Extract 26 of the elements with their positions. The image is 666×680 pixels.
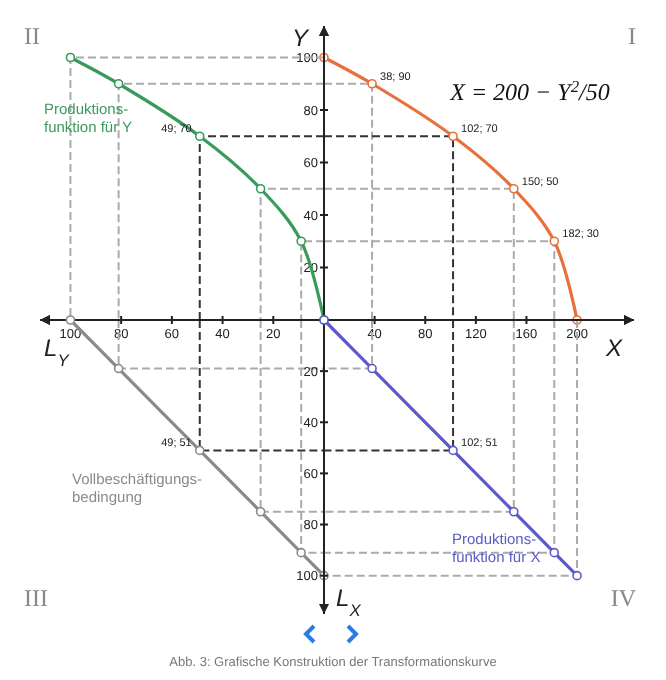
point (367, 363, 377, 374)
point (113, 363, 124, 374)
point (194, 131, 205, 142)
y-axis-title: Y (291, 24, 310, 52)
point (194, 445, 205, 456)
point (296, 236, 306, 247)
point (113, 78, 124, 89)
annotation: I (628, 22, 636, 50)
annotation: X = 200 − Y$^{2}$/50 (448, 77, 610, 106)
annotation: II (24, 22, 40, 50)
point (448, 445, 458, 456)
point (549, 547, 560, 558)
x-axis-title: X (603, 334, 624, 362)
point (296, 547, 306, 558)
point (65, 52, 76, 63)
point (255, 506, 266, 517)
point (572, 570, 582, 581)
point (509, 183, 519, 194)
point (367, 78, 377, 89)
text: III (24, 584, 48, 612)
y-axis-title: L$_{X}$ (336, 584, 362, 620)
point (448, 131, 458, 142)
point (255, 183, 266, 194)
point (509, 506, 519, 517)
point (549, 236, 560, 247)
annotation: IV (610, 584, 637, 612)
